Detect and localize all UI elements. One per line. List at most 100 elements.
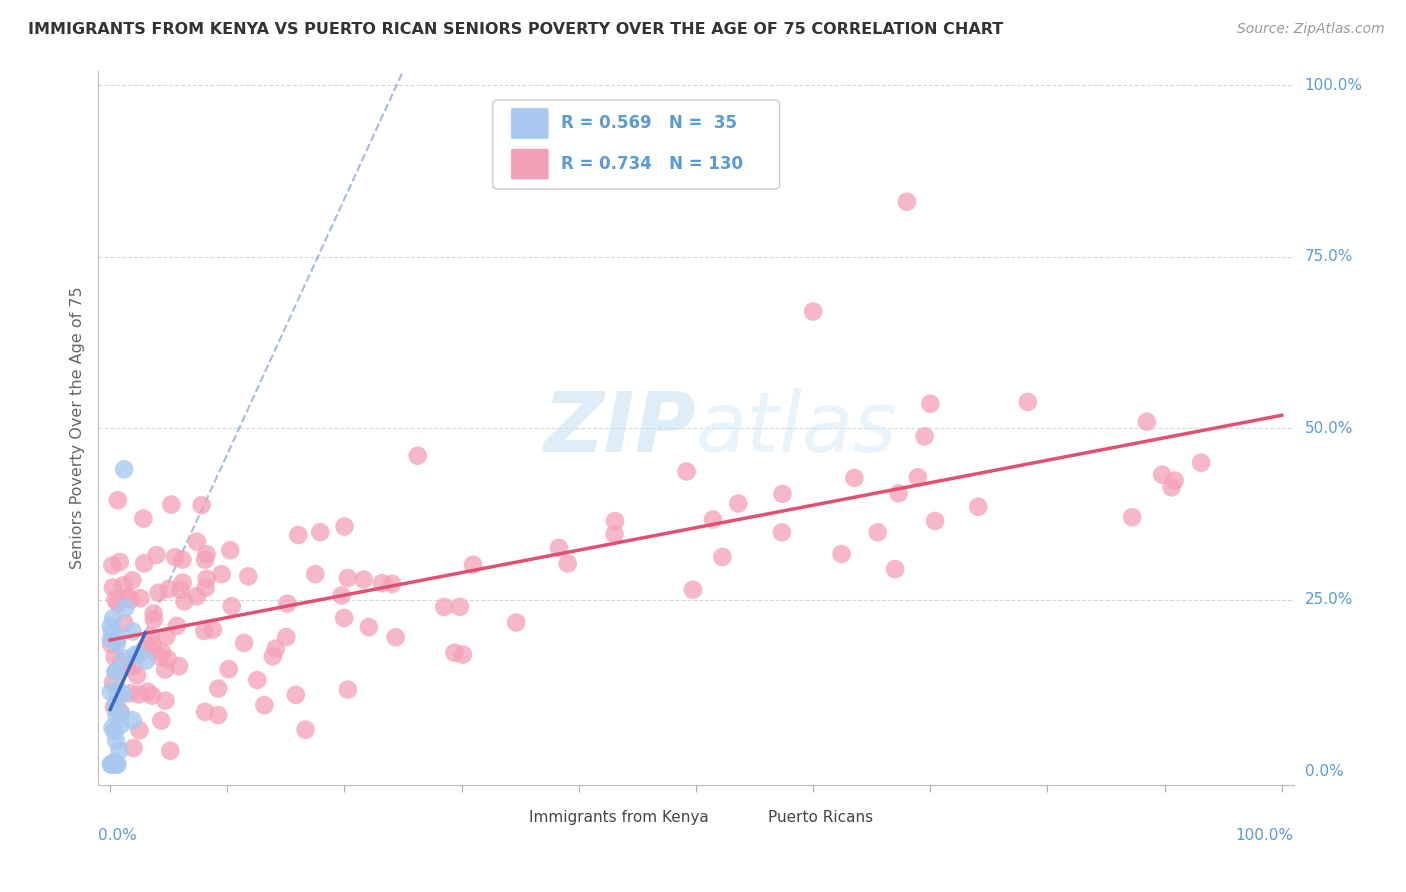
- Point: [884, 562, 907, 576]
- Point: [711, 549, 734, 564]
- Point: [233, 636, 256, 650]
- Text: 75.0%: 75.0%: [1305, 249, 1353, 264]
- Point: [172, 552, 194, 566]
- Point: [105, 757, 128, 772]
- Point: [294, 723, 316, 737]
- Text: 0.0%: 0.0%: [1305, 764, 1343, 779]
- Point: [155, 630, 177, 644]
- Point: [122, 741, 145, 756]
- Point: [207, 708, 229, 723]
- Point: [142, 613, 165, 627]
- Point: [1152, 467, 1174, 482]
- Point: [121, 714, 143, 728]
- Point: [112, 688, 135, 702]
- Point: [443, 646, 465, 660]
- Point: [967, 500, 990, 514]
- Point: [276, 630, 298, 644]
- Point: [120, 686, 142, 700]
- Text: ZIP: ZIP: [543, 388, 696, 468]
- Point: [1017, 395, 1039, 409]
- Point: [104, 665, 127, 679]
- Point: [105, 708, 128, 723]
- Point: [101, 675, 124, 690]
- Point: [246, 673, 269, 687]
- Point: [172, 575, 194, 590]
- Point: [333, 611, 356, 625]
- Point: [461, 558, 484, 572]
- Point: [148, 649, 170, 664]
- Point: [163, 550, 186, 565]
- Point: [801, 304, 824, 318]
- Point: [103, 757, 125, 772]
- Point: [557, 557, 579, 571]
- FancyBboxPatch shape: [472, 803, 519, 833]
- Text: 25.0%: 25.0%: [1305, 592, 1353, 607]
- Point: [104, 724, 127, 739]
- Point: [353, 573, 375, 587]
- Point: [104, 665, 127, 679]
- Point: [603, 514, 626, 528]
- Point: [110, 706, 132, 720]
- Point: [128, 688, 150, 702]
- Point: [201, 623, 224, 637]
- Point: [702, 512, 724, 526]
- Point: [135, 653, 157, 667]
- Point: [219, 543, 242, 558]
- Point: [330, 589, 353, 603]
- Point: [105, 698, 128, 713]
- Point: [1121, 510, 1143, 524]
- Point: [907, 470, 929, 484]
- Point: [100, 757, 122, 772]
- Point: [108, 555, 131, 569]
- Point: [770, 525, 793, 540]
- Point: [100, 632, 122, 647]
- Point: [675, 465, 697, 479]
- Point: [132, 511, 155, 525]
- Point: [727, 497, 749, 511]
- Point: [167, 659, 190, 673]
- Point: [844, 471, 866, 485]
- Point: [108, 744, 131, 758]
- Point: [129, 591, 152, 606]
- Point: [287, 528, 309, 542]
- Point: [449, 599, 471, 614]
- Point: [134, 642, 156, 657]
- Point: [333, 519, 356, 533]
- Point: [547, 541, 569, 555]
- Point: [107, 683, 129, 698]
- Point: [100, 685, 122, 699]
- Point: [103, 755, 125, 769]
- Point: [221, 599, 243, 614]
- Point: [103, 699, 125, 714]
- Point: [159, 744, 181, 758]
- Point: [127, 648, 149, 663]
- FancyBboxPatch shape: [494, 100, 780, 189]
- Point: [105, 734, 128, 748]
- Point: [156, 652, 179, 666]
- Point: [603, 527, 626, 541]
- Point: [107, 597, 129, 611]
- Point: [1136, 415, 1159, 429]
- Point: [831, 547, 853, 561]
- Y-axis label: Seniors Poverty Over the Age of 75: Seniors Poverty Over the Age of 75: [69, 287, 84, 569]
- Point: [253, 698, 276, 713]
- Point: [194, 705, 217, 719]
- Point: [101, 581, 124, 595]
- Point: [104, 633, 127, 648]
- Point: [433, 599, 456, 614]
- Point: [134, 557, 156, 571]
- Point: [120, 592, 142, 607]
- Point: [105, 636, 128, 650]
- Point: [207, 681, 229, 696]
- Point: [101, 757, 124, 772]
- Point: [150, 645, 173, 659]
- Text: R = 0.734   N = 130: R = 0.734 N = 130: [561, 155, 742, 173]
- Point: [110, 707, 132, 722]
- Point: [112, 462, 135, 476]
- Point: [887, 486, 910, 500]
- Point: [122, 659, 145, 673]
- Point: [117, 591, 139, 605]
- Point: [264, 641, 287, 656]
- Point: [211, 567, 233, 582]
- Point: [1163, 474, 1185, 488]
